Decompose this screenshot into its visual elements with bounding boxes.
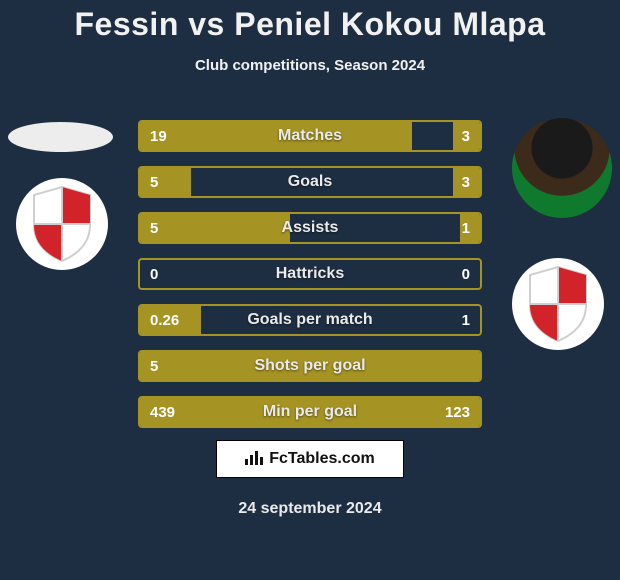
stat-row: Goals per match0.26 1 (138, 304, 482, 336)
stat-value-left: 19 (150, 128, 167, 145)
stat-row: Hattricks0 0 (138, 258, 482, 290)
page-subtitle: Club competitions, Season 2024 (0, 57, 620, 74)
stat-value-right: 3 (462, 174, 470, 191)
shield-icon (28, 185, 96, 263)
stat-row: Matches19 3 (138, 120, 482, 152)
stat-label: Hattricks (140, 265, 480, 283)
player-right-avatar (512, 118, 612, 218)
stat-value-left: 439 (150, 404, 175, 421)
stat-value-right: 123 (445, 404, 470, 421)
stat-value-right: 1 (462, 312, 470, 329)
page-title: Fessin vs Peniel Kokou Mlapa (0, 0, 620, 43)
stat-row: Assists5 1 (138, 212, 482, 244)
stat-label: Min per goal (140, 403, 480, 421)
stat-value-right: 3 (462, 128, 470, 145)
stat-label: Goals per match (140, 311, 480, 329)
stat-value-left: 5 (150, 220, 158, 237)
stat-value-right: 0 (462, 266, 470, 283)
stat-label: Goals (140, 173, 480, 191)
player-left-avatar (8, 122, 113, 152)
stat-label: Assists (140, 219, 480, 237)
stat-value-left: 0 (150, 266, 158, 283)
stat-row: Shots per goal5 (138, 350, 482, 382)
stats-bars: Matches193Goals53Assists51Hattricks00Goa… (138, 120, 482, 442)
stat-row: Goals5 3 (138, 166, 482, 198)
player-left-club-badge (16, 178, 108, 270)
stat-row: Min per goal439 123 (138, 396, 482, 428)
chart-icon (245, 449, 263, 470)
stat-label: Matches (140, 127, 480, 145)
brand-badge: FcTables.com (216, 440, 404, 478)
player-right-club-badge (512, 258, 604, 350)
date-text: 24 september 2024 (0, 500, 620, 518)
stat-value-right: 1 (462, 220, 470, 237)
stat-value-left: 5 (150, 174, 158, 191)
brand-text: FcTables.com (269, 450, 375, 468)
stat-value-left: 5 (150, 358, 158, 375)
stat-value-left: 0.26 (150, 312, 179, 329)
stat-label: Shots per goal (140, 357, 480, 375)
shield-icon (524, 265, 592, 343)
